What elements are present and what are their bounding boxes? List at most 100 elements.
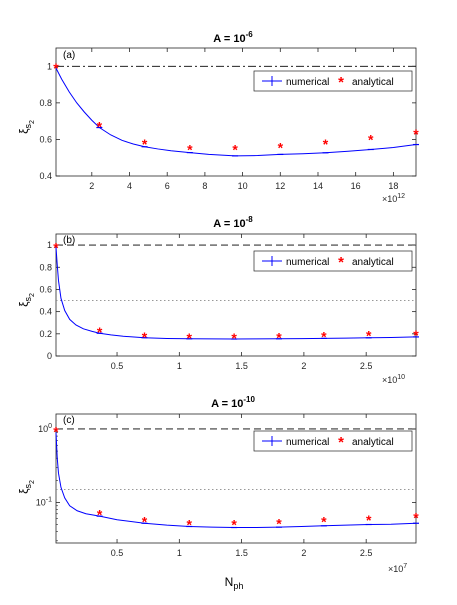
panel-a-x-tick-label: 16 — [351, 181, 361, 191]
panel-a-y-tick-label: 1 — [47, 61, 52, 71]
panel-b-analytical-marker: * — [413, 327, 419, 343]
panel-c-x-tick-label: 2 — [301, 548, 306, 558]
panel-b-x-tick-label: 0.5 — [111, 361, 124, 371]
panel-a-analytical-marker: * — [413, 126, 419, 142]
panel-c-x-tick-label: 2.5 — [360, 548, 373, 558]
panel-a-analytical-marker: * — [97, 119, 103, 135]
panel-a: A = 10-6 2 4 6 8 10 12 14 16 180.40.60.81 *** * * * *… — [39, 30, 419, 204]
svg-text:A = 10-10: A = 10-10 — [211, 395, 255, 410]
panel-c-analytical-marker: * — [97, 507, 103, 523]
panel-a-legend-analytical-marker: * — [338, 74, 344, 91]
panel-c-analytical-marker: * — [142, 513, 148, 529]
panel-a-analytical-marker: * — [323, 136, 329, 152]
panel-b-plot-area: 0.5 1 1.5 2 2.500.20.40.60.81 ** * * * * * * * — [39, 233, 419, 371]
panel-c-analytical-marker: * — [321, 513, 327, 529]
panel-a-title-base: A = 10 — [213, 33, 245, 45]
panel-a-x-tick-label: 4 — [127, 181, 132, 191]
panel-a-x-tick-label: 2 — [89, 181, 94, 191]
panel-b-y-tick-label: 0 — [47, 351, 52, 361]
panel-b-label: (b) — [63, 235, 75, 246]
panel-b-analytical-marker: * — [142, 329, 148, 345]
panel-c-x-tick-label: 0.5 — [111, 548, 124, 558]
panel-a-y-tick-label: 0.8 — [39, 98, 52, 108]
panel-a-analytical-marker: * — [368, 131, 374, 147]
panel-b-analytical-marker: * — [366, 328, 372, 344]
panel-c-x-multiplier: ×107 — [388, 563, 407, 574]
panel-c-analytical-marker: * — [366, 512, 372, 528]
panel-a-plot-area: 2 4 6 8 10 12 14 16 180.40.60.81 *** * * * * * * — [39, 47, 419, 191]
panel-b-axes-box — [55, 233, 417, 357]
panel-b-analytical-marker: * — [321, 329, 327, 345]
panel-c-legend: numerical * analytical — [253, 430, 413, 452]
panel-a-x-tick-label: 6 — [165, 181, 170, 191]
panel-c-label: (c) — [63, 415, 75, 426]
panel-c-analytical-marker: * — [231, 517, 237, 533]
panel-b-legend-numerical-label: numerical — [286, 257, 329, 268]
panel-b-title-exponent: -8 — [246, 215, 254, 224]
panel-c-analytical-marker: * — [187, 517, 193, 533]
panel-b-analytical-marker: * — [97, 324, 103, 340]
panel-a-analytical-marker: * — [278, 140, 284, 156]
panel-c-analytical-marker: * — [276, 515, 282, 531]
panel-b-legend-analytical-marker: * — [338, 254, 344, 271]
panel-b-analytical-marker: * — [276, 329, 282, 345]
panel-a-analytical-marker: * — [53, 60, 59, 76]
svg-text:A = 10-8: A = 10-8 — [213, 215, 253, 230]
panel-a-ylabel: ξs2 — [17, 120, 36, 134]
panel-a-title-exponent: -6 — [246, 30, 254, 39]
panel-c-title-exponent: -10 — [243, 395, 255, 404]
panel-b-y-tick-label: 1 — [47, 240, 52, 250]
panel-b-x-tick-label: 1 — [177, 361, 182, 371]
panel-b-legend: numerical * analytical — [253, 250, 413, 272]
panel-c-legend-analytical-marker: * — [338, 434, 344, 451]
panel-b-x-tick-label: 2 — [301, 361, 306, 371]
panel-c-y-tick-label: 100 — [38, 423, 52, 434]
panel-a-y-tick-label: 0.6 — [39, 134, 52, 144]
panel-a-legend-numerical-label: numerical — [286, 77, 329, 88]
panel-a-x-tick-label: 10 — [238, 181, 248, 191]
panel-b-title-base: A = 10 — [213, 218, 245, 230]
panel-b-title: A = 10-8 — [213, 215, 253, 230]
panel-c-title: A = 10-10 — [211, 395, 255, 410]
panel-a-legend-box — [253, 70, 413, 92]
panel-a-numerical-line — [55, 67, 417, 157]
panel-a-axes-box — [55, 47, 417, 177]
panel-a-x-multiplier: ×1012 — [382, 193, 405, 204]
panel-b-legend-analytical-label: analytical — [352, 257, 394, 268]
panel-b: A = 10-8 0.5 1 1.5 2 2.500.20.40.60.81 ** * * * *… — [39, 215, 419, 385]
panel-c-axes-box — [55, 413, 417, 544]
panel-c-legend-box — [253, 430, 413, 452]
panel-b-x-tick-label: 1.5 — [235, 361, 248, 371]
panel-a-x-tick-label: 14 — [313, 181, 323, 191]
panel-a-label: (a) — [63, 50, 75, 61]
panel-c-analytical-marker: * — [53, 424, 59, 440]
panel-c-legend-numerical-label: numerical — [286, 437, 329, 448]
panel-b-y-tick-label: 0.2 — [39, 329, 52, 339]
panel-c-title-base: A = 10 — [211, 398, 243, 410]
panel-a-analytical-marker: * — [232, 141, 238, 157]
panel-c-ylabel: ξs2 — [17, 480, 36, 494]
panel-b-analytical-marker: * — [187, 330, 193, 346]
panel-b-x-multiplier: ×1010 — [382, 374, 405, 385]
panel-b-analytical-marker: * — [231, 330, 237, 346]
panel-a-legend: numerical * analytical — [253, 70, 413, 92]
panel-a-title: A = 10-6 — [213, 30, 253, 45]
panel-c-legend-analytical-label: analytical — [352, 437, 394, 448]
panel-a-x-tick-label: 12 — [275, 181, 285, 191]
panel-a-y-tick-label: 0.4 — [39, 171, 52, 181]
svg-text:A = 10-6: A = 10-6 — [213, 30, 253, 45]
panel-a-legend-analytical-label: analytical — [352, 77, 394, 88]
panel-b-ylabel: ξs2 — [17, 293, 36, 307]
panel-c-x-tick-label: 1.5 — [235, 548, 248, 558]
panel-c-y-tick-label: 10-1 — [36, 496, 52, 507]
panel-b-y-tick-label: 0.8 — [39, 262, 52, 272]
panel-b-analytical-marker: * — [53, 239, 59, 255]
panel-a-analytical-marker: * — [142, 136, 148, 152]
x-axis-label: Nph — [225, 575, 244, 591]
panel-a-x-tick-label: 8 — [202, 181, 207, 191]
panel-b-y-tick-label: 0.6 — [39, 284, 52, 294]
panel-c-analytical-marker: * — [413, 510, 419, 526]
